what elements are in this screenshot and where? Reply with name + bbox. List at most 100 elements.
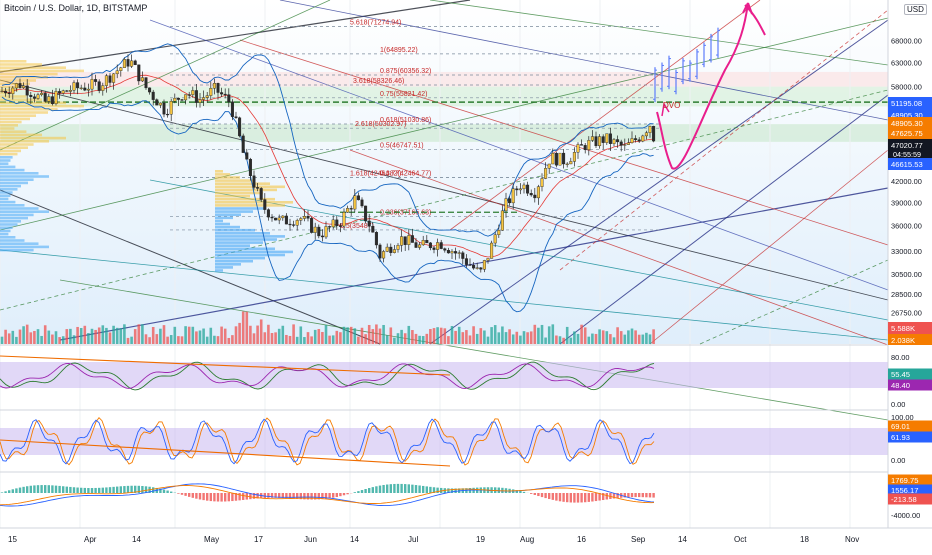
candle-body bbox=[314, 227, 317, 232]
volume-bar bbox=[382, 325, 385, 344]
candle-body bbox=[188, 95, 191, 96]
candle-body bbox=[516, 189, 519, 190]
volume-profile-bar bbox=[0, 178, 34, 181]
volume-bar bbox=[91, 329, 94, 344]
volume-bar bbox=[588, 337, 591, 344]
candle-body bbox=[76, 83, 79, 88]
volume-profile-bar bbox=[0, 63, 42, 66]
candle-body bbox=[339, 226, 342, 227]
macd-histogram-bar bbox=[112, 487, 114, 493]
volume-bar bbox=[44, 325, 47, 344]
macd-histogram-bar bbox=[634, 493, 636, 497]
candle-body bbox=[336, 220, 339, 226]
price-tick-label: 68000.00 bbox=[891, 36, 922, 45]
candle-body bbox=[634, 138, 637, 139]
macd-histogram-bar bbox=[195, 493, 197, 499]
macd-histogram-bar bbox=[404, 484, 406, 493]
volume-bar bbox=[84, 326, 87, 344]
volume-profile-bar bbox=[0, 172, 39, 175]
volume-bar bbox=[472, 326, 475, 344]
candle-body bbox=[393, 250, 396, 253]
candle-body bbox=[631, 138, 634, 142]
volume-bar bbox=[325, 325, 328, 344]
macd-histogram-bar bbox=[55, 486, 57, 493]
volume-bar bbox=[357, 337, 360, 344]
candle-body bbox=[595, 137, 598, 146]
macd-histogram-bar bbox=[105, 487, 107, 493]
macd-histogram-bar bbox=[429, 487, 431, 493]
candle-body bbox=[40, 93, 43, 94]
volume-profile-bar bbox=[0, 130, 26, 133]
candle-body bbox=[44, 93, 47, 101]
volume-profile-bar bbox=[0, 217, 28, 220]
volume-bar bbox=[336, 331, 339, 344]
candle-body bbox=[98, 82, 101, 91]
volume-bar bbox=[580, 325, 583, 344]
macd-histogram-bar bbox=[76, 488, 78, 493]
macd-histogram-bar bbox=[210, 493, 212, 501]
volume-bar bbox=[501, 326, 504, 344]
candle-body bbox=[156, 100, 159, 105]
macd-histogram-bar bbox=[48, 485, 50, 493]
volume-bar bbox=[408, 326, 411, 344]
volume-bar bbox=[228, 338, 231, 344]
macd-histogram-bar bbox=[411, 485, 413, 493]
macd-histogram-bar bbox=[397, 484, 399, 493]
volume-profile-bar bbox=[0, 73, 58, 76]
volume-bar bbox=[174, 327, 177, 344]
volume-bar bbox=[570, 338, 573, 344]
candle-body bbox=[224, 94, 227, 95]
volume-bar bbox=[94, 330, 97, 344]
candle-body bbox=[480, 268, 483, 269]
macd-histogram-bar bbox=[577, 493, 579, 503]
candle-body bbox=[598, 137, 601, 146]
volume-bar bbox=[224, 329, 227, 344]
candle-body bbox=[202, 98, 205, 100]
macd-histogram-bar bbox=[192, 493, 194, 498]
volume-bar bbox=[433, 328, 436, 344]
candle-body bbox=[80, 88, 83, 89]
volume-bar bbox=[26, 325, 29, 344]
candle-body bbox=[220, 93, 223, 95]
volume-bar bbox=[235, 326, 238, 344]
candle-body bbox=[451, 251, 454, 253]
candle-body bbox=[260, 188, 263, 199]
pane-tick-label: 80.00 bbox=[891, 353, 910, 362]
countdown-label: 04:55:59 bbox=[893, 150, 921, 159]
volume-profile-bar bbox=[0, 150, 21, 153]
volume-profile-bar bbox=[0, 143, 34, 146]
candle-body bbox=[127, 59, 130, 66]
volume-profile-bar bbox=[0, 60, 26, 63]
volume-profile-bar bbox=[215, 263, 241, 266]
candle-body bbox=[33, 97, 36, 99]
macd-histogram-bar bbox=[15, 488, 17, 493]
volume-bar bbox=[537, 328, 540, 344]
volume-bar bbox=[217, 336, 220, 344]
volume-badge-label: 2.038K bbox=[891, 336, 915, 345]
macd-histogram-bar bbox=[343, 493, 345, 495]
volume-bar bbox=[372, 329, 375, 344]
candle-body bbox=[418, 245, 421, 248]
volume-bar bbox=[364, 334, 367, 344]
volume-profile-bar bbox=[0, 111, 48, 114]
volume-profile-bar bbox=[0, 201, 15, 204]
volume-bar bbox=[256, 326, 259, 344]
volume-bar bbox=[242, 312, 245, 344]
volume-profile-bar bbox=[0, 153, 18, 156]
currency-button[interactable]: USD bbox=[904, 4, 927, 15]
candle-body bbox=[537, 187, 540, 198]
macd-histogram-bar bbox=[177, 493, 179, 494]
volume-profile-bar bbox=[0, 140, 49, 143]
volume-bar bbox=[480, 328, 483, 344]
price-tick-label: 63000.00 bbox=[891, 59, 922, 68]
macd-histogram-bar bbox=[4, 491, 6, 493]
macd-histogram-bar bbox=[80, 488, 82, 493]
volume-profile-bar bbox=[0, 118, 30, 121]
candle-body bbox=[120, 68, 123, 71]
volume-profile-bar bbox=[215, 179, 255, 182]
candle-body bbox=[584, 145, 587, 149]
volume-bar bbox=[148, 337, 151, 344]
time-tick-label: Jun bbox=[304, 535, 317, 544]
